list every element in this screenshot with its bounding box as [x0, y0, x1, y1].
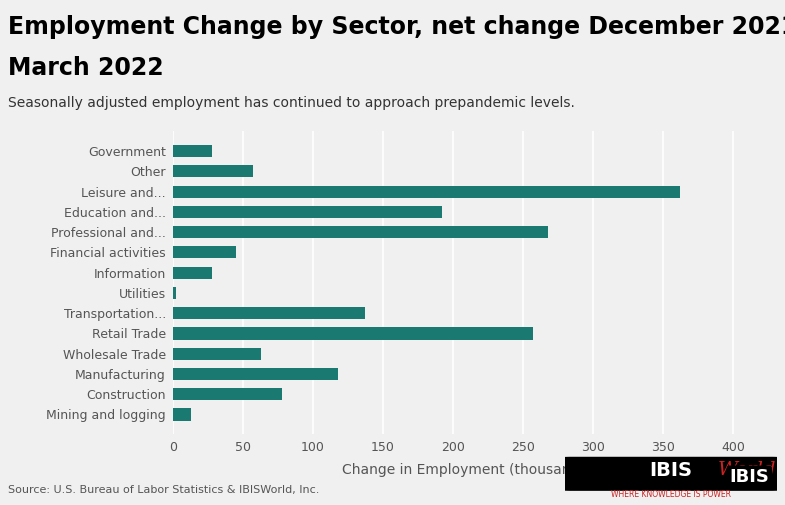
Bar	[173, 165, 253, 177]
Bar	[173, 327, 533, 339]
Bar	[173, 185, 680, 198]
Bar	[173, 307, 365, 319]
Bar	[173, 347, 261, 360]
Bar	[173, 409, 191, 421]
Text: World: World	[717, 462, 776, 479]
Text: IBIS: IBIS	[729, 468, 769, 486]
Text: Source: U.S. Bureau of Labor Statistics & IBISWorld, Inc.: Source: U.S. Bureau of Labor Statistics …	[8, 485, 319, 495]
Bar	[173, 145, 212, 157]
Bar	[173, 226, 549, 238]
Text: March 2022: March 2022	[8, 56, 163, 80]
Bar	[173, 246, 235, 259]
Bar	[173, 267, 212, 279]
Bar	[173, 287, 176, 299]
Text: Seasonally adjusted employment has continued to approach prepandemic levels.: Seasonally adjusted employment has conti…	[8, 96, 575, 110]
Text: IBIS: IBIS	[650, 461, 692, 480]
FancyBboxPatch shape	[559, 457, 783, 491]
Bar	[173, 206, 442, 218]
Bar	[173, 368, 338, 380]
Text: Employment Change by Sector, net change December 2021 to: Employment Change by Sector, net change …	[8, 15, 785, 39]
X-axis label: Change in Employment (thousands): Change in Employment (thousands)	[342, 463, 592, 477]
Bar	[173, 388, 282, 400]
Text: WHERE KNOWLEDGE IS POWER: WHERE KNOWLEDGE IS POWER	[612, 490, 731, 499]
